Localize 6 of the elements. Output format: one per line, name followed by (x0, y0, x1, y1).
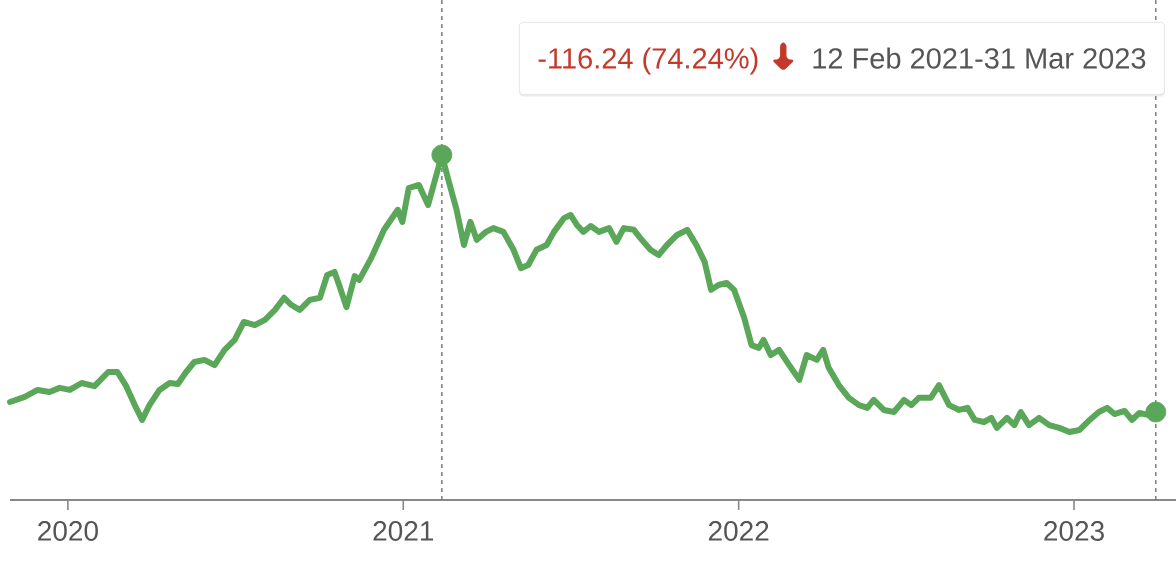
text: 12 Feb 2021-31 Mar 2023 (813, 47, 1146, 69)
x-tick-label: 2022 (708, 521, 769, 541)
x-tick-label: 2020 (38, 521, 98, 541)
x-tick-label: 2023 (1044, 521, 1104, 541)
text: -116.24 (74.24%) (538, 47, 758, 75)
x-tick-label: 2021 (373, 521, 434, 541)
